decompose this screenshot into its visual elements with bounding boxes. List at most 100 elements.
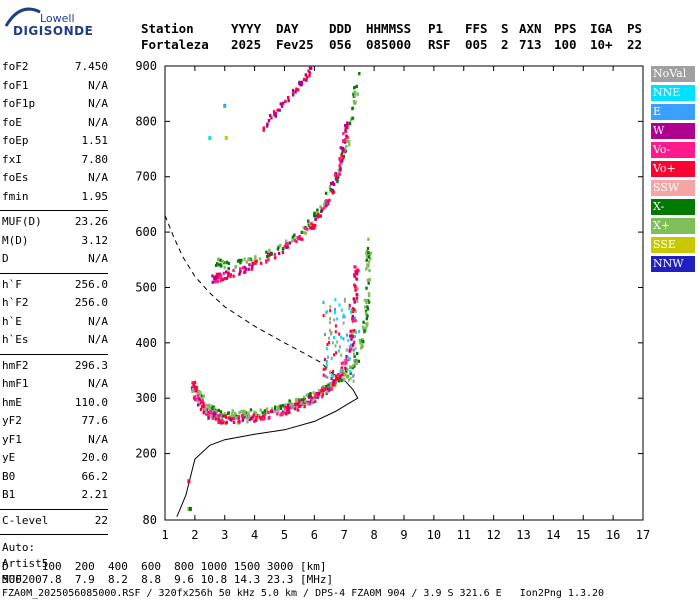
param-row-hes: h`Es N/A xyxy=(2,333,108,349)
echo-x-point xyxy=(279,406,283,410)
echo-o-point xyxy=(355,277,359,281)
echo-o-point xyxy=(326,390,329,394)
echo-x2-point xyxy=(336,180,339,184)
echo-o-point xyxy=(213,414,216,418)
echo-o-point xyxy=(308,395,311,399)
echo-o2-point xyxy=(339,146,342,150)
echo-spread-point xyxy=(342,313,345,317)
echo-o3-point xyxy=(299,83,302,87)
param-row-hme: hmE 110.0 xyxy=(2,396,108,412)
echo-o-point xyxy=(206,413,210,417)
echo-o-point xyxy=(224,415,228,419)
param-value: N/A xyxy=(88,97,108,110)
echo-o-point xyxy=(355,296,358,300)
echo-x2-point xyxy=(307,219,310,223)
echo-x-point xyxy=(219,410,223,414)
echo-o2-point xyxy=(343,140,347,144)
echo-o-point xyxy=(350,329,353,333)
param-label: foF1p xyxy=(2,97,36,110)
echo-o-point xyxy=(315,391,318,396)
echo-spread-point xyxy=(342,321,345,325)
echo-x-point xyxy=(340,379,343,383)
echo-o-point xyxy=(344,358,347,362)
echo-o2-point xyxy=(259,261,263,265)
param-row-ye: yE 20.0 xyxy=(2,451,108,467)
echo-spread-point xyxy=(352,379,355,383)
echo-spread-point xyxy=(343,299,346,303)
param-label: h`Es xyxy=(2,333,29,346)
echo-x2-point xyxy=(293,233,296,237)
echo-spread-point xyxy=(354,346,357,351)
echo-x2-point xyxy=(340,161,344,165)
param-row-hmf1: hmF1 N/A xyxy=(2,377,108,393)
echo-o2-point xyxy=(301,237,304,241)
legend-item-e: E xyxy=(651,104,695,120)
echo-o2-point xyxy=(238,272,241,276)
param-label: hmE xyxy=(2,395,22,409)
echo-spread-point xyxy=(324,374,327,378)
param-row-md: M(D) 3.12 xyxy=(2,234,108,250)
echo-x-point xyxy=(240,409,243,413)
echo-o-point xyxy=(352,335,355,339)
echo-o2-point xyxy=(340,159,344,163)
echo-x-point xyxy=(279,404,282,408)
echo-o-point xyxy=(276,412,279,416)
echo-x2-point xyxy=(337,178,340,182)
echo-o-point xyxy=(224,421,228,425)
param-value: 3.12 xyxy=(81,233,109,247)
echo-x2-point xyxy=(285,239,288,243)
echo-x2-point xyxy=(335,172,339,176)
echo-o-point xyxy=(348,348,352,352)
echo-spread-point xyxy=(329,305,332,309)
echo-o2-point xyxy=(216,279,219,284)
echo-o3-point xyxy=(272,110,276,114)
param-label: yE xyxy=(2,451,16,464)
echo-x-point xyxy=(367,237,370,241)
echo-x-point xyxy=(242,410,245,414)
echo-x-point xyxy=(259,408,262,412)
param-row-yf1: yF1 N/A xyxy=(2,433,108,449)
echo-o2-point xyxy=(248,263,251,267)
echo-x-point xyxy=(300,398,304,402)
echo-o-point xyxy=(229,417,232,421)
x-tick-label: 15 xyxy=(576,528,590,542)
echo-o-point xyxy=(356,299,359,303)
param-row-clevel: C-level 22 xyxy=(2,514,108,530)
param-value: 256.0 xyxy=(74,296,108,309)
param-value: 1.51 xyxy=(81,134,109,147)
echo-o-point xyxy=(223,414,226,418)
echo-o-point xyxy=(252,413,256,417)
param-label: C-level xyxy=(2,513,49,527)
echo-o-point xyxy=(354,285,357,289)
echo-x2-point xyxy=(277,245,280,249)
echo-x-point xyxy=(358,338,362,342)
echo-o-point xyxy=(238,420,241,424)
echo-x2-point xyxy=(345,139,348,143)
echo-x-point xyxy=(256,413,259,418)
echo-x2-point xyxy=(315,211,318,215)
header-label-5: P1 xyxy=(428,21,444,36)
echo-x2-point xyxy=(308,224,312,228)
echo-spread-point xyxy=(326,375,329,379)
echo-o-point xyxy=(200,404,204,408)
param-value: N/A xyxy=(88,314,108,328)
echo-spread-point xyxy=(325,347,328,351)
echo-o2-point xyxy=(255,259,258,263)
y-tick-label: 600 xyxy=(135,225,157,239)
echo-o2-point xyxy=(211,280,214,284)
echo-o-point xyxy=(209,410,212,414)
echo-o-point xyxy=(247,415,250,419)
logo-brand-top: Lowell xyxy=(40,12,75,25)
echo-spread-point xyxy=(330,332,333,336)
echo-o2-point xyxy=(331,181,335,185)
echo-o-point xyxy=(288,406,291,410)
echo-x-point xyxy=(343,372,346,376)
echo-o2-point xyxy=(217,273,220,277)
echo-o2-point xyxy=(316,215,319,219)
echo-spread-point xyxy=(340,308,343,312)
echo-o2-point xyxy=(342,132,345,136)
x-tick-label: 16 xyxy=(606,528,620,542)
echo-x-point xyxy=(363,298,367,302)
echo-o-point xyxy=(205,408,208,412)
echo-o2-point xyxy=(232,268,235,273)
